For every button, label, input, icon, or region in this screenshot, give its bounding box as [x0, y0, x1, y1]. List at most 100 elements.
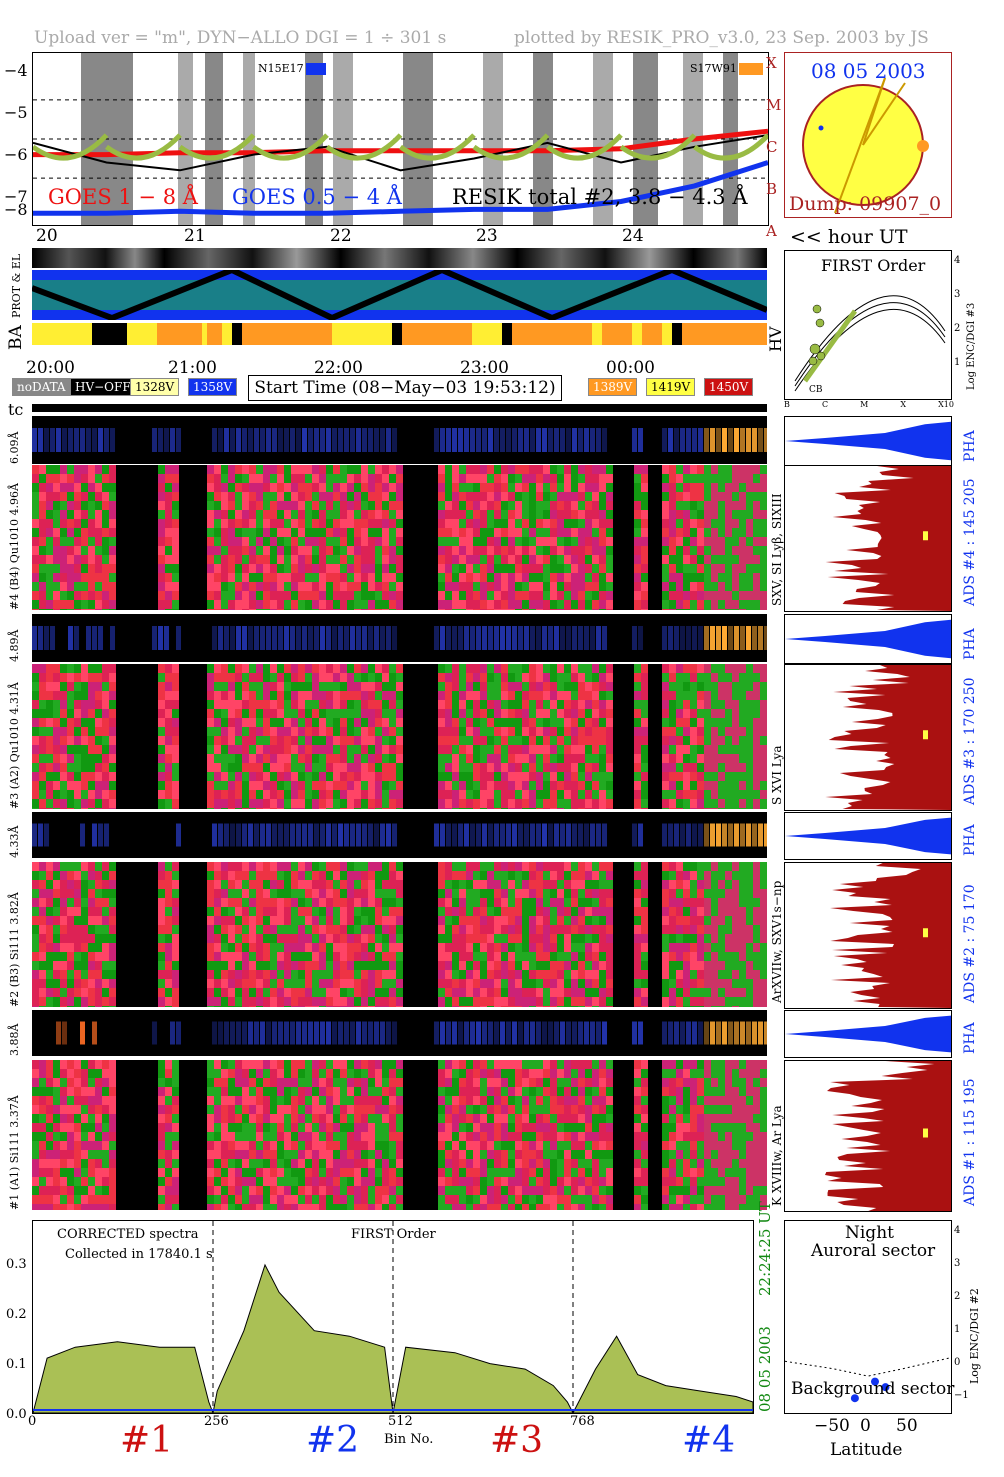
map-y-tick: 0	[954, 1357, 961, 1368]
spectrum-side-time: 22:24:25 UT	[756, 1201, 774, 1296]
pha-right-label: PHA	[962, 430, 978, 462]
sun-date: 08 05 2003	[811, 59, 926, 83]
ba-segment	[202, 323, 207, 345]
legend-nodata: noDATA	[12, 378, 71, 396]
spectrogram-panel	[32, 465, 767, 618]
ba-segment	[222, 323, 232, 345]
day-tick: 20	[36, 226, 58, 246]
map-point	[881, 1383, 890, 1392]
side-pha-panel	[784, 1010, 952, 1058]
ba-label: BA	[6, 325, 26, 350]
spectrum-panel: CORRECTED spectra Collected in 17840.1 s…	[32, 1220, 754, 1415]
pha-strip	[32, 1010, 769, 1056]
ba-segment	[632, 323, 642, 345]
map-title-auroral: Auroral sector	[811, 1241, 936, 1261]
spectrum-y-ticks: 0.3 0.2 0.1 0.0	[6, 1240, 27, 1440]
map-y-tick: 2	[954, 1291, 961, 1302]
legend-goes-red: GOES 1 − 8 Å	[48, 185, 198, 209]
ba-off-segment	[232, 323, 242, 345]
goes-y-tick: −5	[4, 103, 28, 122]
map-panel: Night Auroral sector Background sector	[784, 1220, 954, 1414]
map-x-tick: −50	[814, 1416, 850, 1436]
time-tick: 20:00	[26, 358, 75, 378]
pha-right-label: PHA	[962, 628, 978, 660]
pha-wavelength-label: 4.33Å	[8, 825, 21, 858]
side-histogram-panel	[784, 465, 952, 612]
spectrum-text-collected: Collected in 17840.1 s	[65, 1247, 213, 1262]
spectrum-x-tick: 0	[28, 1414, 37, 1429]
header-left: Upload ver = "m", DYN−ALLO DGI = 1 ÷ 301…	[34, 28, 447, 48]
line-id-label: K XVIIIw, Ar Lya	[770, 1105, 784, 1206]
tag-left-text: N15E17	[258, 62, 304, 75]
ba-off-segment	[502, 323, 512, 345]
spectrum-x-tick: 256	[204, 1414, 229, 1429]
section-label-1: #1	[120, 1420, 174, 1461]
tc-strip	[32, 404, 767, 412]
ba-strip	[32, 323, 767, 345]
ads-label: ADS #4 : 145 205	[962, 478, 978, 606]
map-y-tick: 1	[954, 1324, 961, 1335]
ba-off-segment	[92, 323, 127, 345]
orbit-plot	[794, 295, 946, 392]
legend-goes-blue: GOES 0.5 − 4 Å	[232, 185, 402, 209]
side-histogram-panel	[784, 862, 952, 1009]
tc-label: tc	[8, 400, 24, 419]
prot-el-label: PROT & EL	[10, 253, 23, 318]
map-point	[850, 1394, 859, 1403]
day-tick: 24	[622, 226, 644, 246]
orbit-x-tick: C	[821, 400, 829, 409]
pha-strip	[32, 416, 769, 464]
gray-strip	[32, 248, 767, 268]
spectrum-text-first-order: FIRST Order	[351, 1227, 436, 1242]
orbit-small-label: CB	[809, 385, 823, 395]
time-tick: 00:00	[606, 358, 655, 378]
channel-label: #4 (B4) Qu1010 4.96Å	[8, 483, 21, 610]
map-y-ticks: 4 3 2 1 0 −1	[954, 1214, 969, 1412]
side-histogram-panel	[784, 1060, 952, 1212]
eclipse-band	[333, 53, 353, 225]
header-right: plotted by RESIK_PRO_v3.0, 23 Sep. 2003 …	[514, 28, 929, 48]
auroral-boundary	[784, 1357, 952, 1377]
sun-disk-plot	[802, 77, 929, 214]
goes-class-ticks: X M C B A	[766, 42, 781, 252]
goes-series-line	[33, 160, 768, 216]
ba-off-segment	[672, 323, 682, 345]
orbit-x-ticks: B C M X X10	[784, 400, 954, 409]
orbit-y-label: Log ENC/DGI #3	[966, 302, 977, 390]
spectrogram-panel	[32, 1060, 767, 1213]
start-time-box: Start Time (08−May−03 19:53:12)	[248, 375, 562, 401]
sun-dump: Dump: 09907_0	[789, 193, 942, 215]
ba-segment	[472, 323, 502, 345]
resik-green-trace	[105, 133, 182, 161]
ba-segment	[32, 323, 92, 345]
legend-1419v: 1419V	[646, 378, 696, 396]
day-tick: 22	[330, 226, 352, 246]
legend-1450v: 1450V	[704, 378, 754, 396]
orbit-plot-title: FIRST Order	[821, 256, 926, 275]
map-y-tick: 3	[954, 1258, 961, 1269]
spectrogram-panel	[32, 862, 767, 1015]
legend-1389v: 1389V	[588, 378, 638, 396]
goes-class-tick: M	[766, 96, 782, 114]
pha-wavelength-label: 4.89Å	[8, 629, 21, 662]
orbit-y-tick: 2	[954, 323, 961, 334]
tag-right-text: S17W91	[690, 62, 737, 75]
resik-green-trace	[546, 133, 623, 161]
goes-y-ticks: −4 −5 −6 −7	[4, 50, 28, 218]
pha-wavelength-label: 6.09Å	[8, 431, 21, 464]
orbit-x-tick: M	[860, 400, 869, 409]
ba-segment	[332, 323, 392, 345]
orbit-y-tick: 4	[954, 255, 961, 266]
spectrum-plot	[32, 1221, 754, 1415]
legend-1358v: 1358V	[188, 378, 238, 396]
orbit-x-tick: X10	[938, 400, 954, 409]
spectrum-y-tick: 0.1	[6, 1357, 27, 1372]
line-id-label: SXV, SI Lyβ, SIXIII	[770, 493, 784, 606]
spectrum-y-tick: 0.2	[6, 1307, 27, 1322]
spectrum-y-tick: 0.0	[6, 1407, 27, 1422]
day-tick: 21	[184, 226, 206, 246]
pha-strip	[32, 614, 769, 662]
orbit-plot-panel: FIRST Order CB	[784, 250, 952, 400]
pha-right-label: PHA	[962, 824, 978, 856]
goes-class-tick: C	[766, 138, 778, 156]
